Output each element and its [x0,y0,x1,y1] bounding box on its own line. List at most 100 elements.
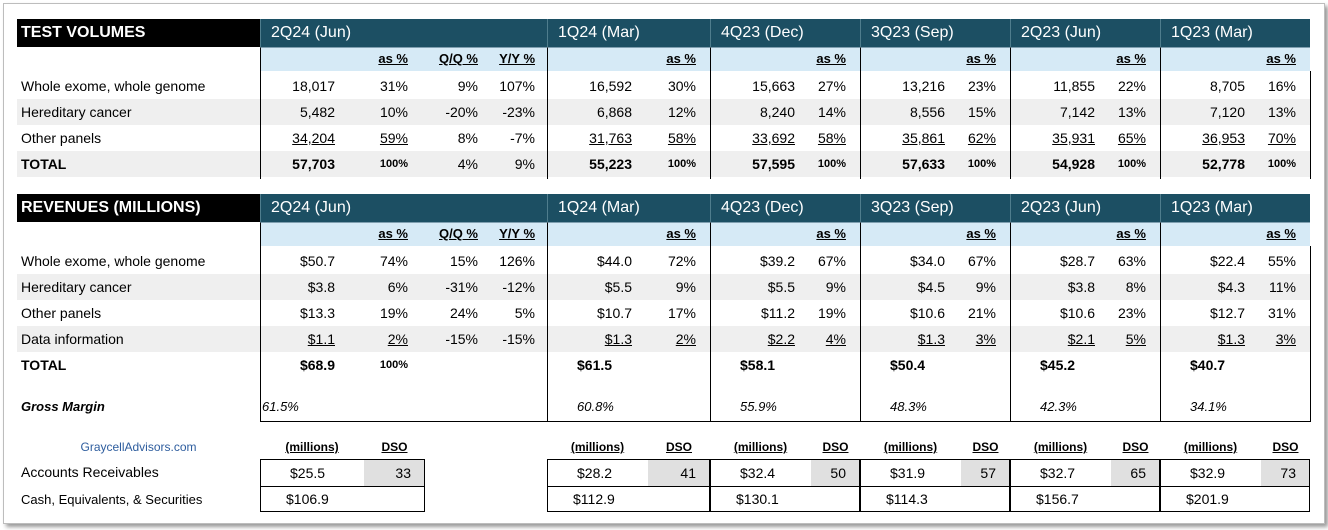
sub-header-qq: Q/Q % [438,226,478,241]
revenues-section-title: REVENUES (MILLIONS) [17,194,260,222]
column-header-1: 1Q24 (Mar) [547,194,710,222]
cell-pct: 3% [1275,331,1296,347]
cell-value: $11.2 [761,305,795,321]
column-divider [710,246,711,422]
cell-value: $2.2 [767,331,795,347]
cell-value: 18,017 [292,78,335,94]
sub-header-as-pct: as % [1116,226,1146,241]
cell-value: $40.7 [1190,357,1226,373]
cash-value: $156.7 [1036,491,1079,507]
cell-pct: 72% [667,253,696,269]
cell-value: $68.9 [299,357,335,373]
gross-margin-value: 60.8% [577,399,614,414]
column-divider [710,71,711,179]
sub-header-5: as % [1160,47,1310,71]
cell-pct: 100% [379,359,408,371]
cell-pct: 2% [675,331,696,347]
column-header-1: 1Q24 (Mar) [547,19,710,47]
header-millions: (millions) [733,440,788,454]
sub-header-2: as % [710,47,860,71]
cell-pct: 23% [967,78,996,94]
cell-value: $1.3 [1217,331,1245,347]
column-divider [547,246,548,422]
row-label-ar: Accounts Receivables [21,464,159,480]
column-header-5: 1Q23 (Mar) [1160,19,1310,47]
cell-value: $34.0 [909,253,945,269]
cell-pct: 13% [1267,104,1296,120]
cell-pct: 31% [1267,305,1296,321]
cell-qq: -20% [445,104,478,120]
cell-pct: 4% [825,331,846,347]
cell-value: $61.5 [577,357,613,373]
cell-value: $45.2 [1040,357,1076,373]
cell-pct: 6% [387,279,408,295]
sub-header-1: as % [547,222,710,246]
row-label-total: TOTAL [21,357,67,373]
cell-qq: 9% [457,78,478,94]
cell-pct: 12% [667,104,696,120]
cash-value: $106.9 [286,491,329,507]
gross-margin-value: 61.5% [262,399,299,414]
column-header-5: 1Q23 (Mar) [1160,194,1310,222]
cash-value: $201.9 [1186,491,1229,507]
cell-value: $50.7 [299,253,335,269]
cell-qq: -15% [445,331,478,347]
header-dso: DSO [1122,440,1149,454]
cell-pct: 16% [1267,78,1296,94]
source-link[interactable]: GraycellAdvisors.com [80,440,197,454]
ar-box [860,459,1010,487]
sub-header-4: as % [1010,222,1160,246]
column-divider [1160,246,1161,422]
column-divider [1160,71,1161,179]
cell-value: 7,120 [1209,104,1245,120]
cell-value: $5.5 [604,279,632,295]
cell-value: $1.3 [604,331,632,347]
row-shade [17,274,1310,300]
cell-value: $4.3 [1217,279,1245,295]
ar-value: $32.7 [1040,465,1076,481]
cell-value: 16,592 [589,78,632,94]
ar-box [260,459,425,487]
cell-pct: 23% [1117,305,1146,321]
sub-header-2: as % [710,222,860,246]
cell-value: 55,223 [589,156,632,172]
cell-value: 57,703 [292,156,335,172]
row-label: Whole exome, whole genome [21,253,206,269]
header-dso: DSO [665,440,692,454]
cash-value: $112.9 [573,491,615,507]
row-shade [17,151,1310,177]
cell-value: $39.2 [759,253,795,269]
column-divider [260,71,261,179]
cell-value: 13,216 [902,78,945,94]
cash-value: $130.1 [736,491,779,507]
cell-qq: 15% [449,253,478,269]
cell-value: $1.1 [307,331,335,347]
sub-header-as-pct: as % [1116,51,1146,66]
header-dso: DSO [1272,440,1299,454]
cell-pct: 13% [1117,104,1146,120]
sub-header-as-pct: as % [1266,226,1296,241]
sub-header-yy: Y/Y % [499,226,535,241]
cell-qq: 24% [449,305,478,321]
cell-pct: 9% [975,279,996,295]
cash-box [547,487,710,512]
column-divider [860,71,861,179]
cash-box [860,487,1010,512]
column-header-2: 4Q23 (Dec) [710,194,860,222]
sub-header-0: as % Q/Q % Y/Y % [260,222,547,246]
cell-yy: -23% [502,104,535,120]
cell-value: 15,663 [752,78,795,94]
dso-box [1261,460,1309,486]
cell-pct: 5% [1125,331,1146,347]
cell-value: 7,142 [1059,104,1095,120]
cell-value: 8,240 [759,104,795,120]
sub-header-as-pct: as % [816,226,846,241]
cell-pct: 100% [1117,158,1146,170]
cell-value: $3.8 [1067,279,1095,295]
dso-value: 33 [395,465,411,481]
ar-value: $28.2 [577,465,613,481]
gross-margin-value: 55.9% [740,399,777,414]
cell-value: $10.7 [596,305,632,321]
cell-pct: 63% [1117,253,1146,269]
dso-box [364,460,424,486]
